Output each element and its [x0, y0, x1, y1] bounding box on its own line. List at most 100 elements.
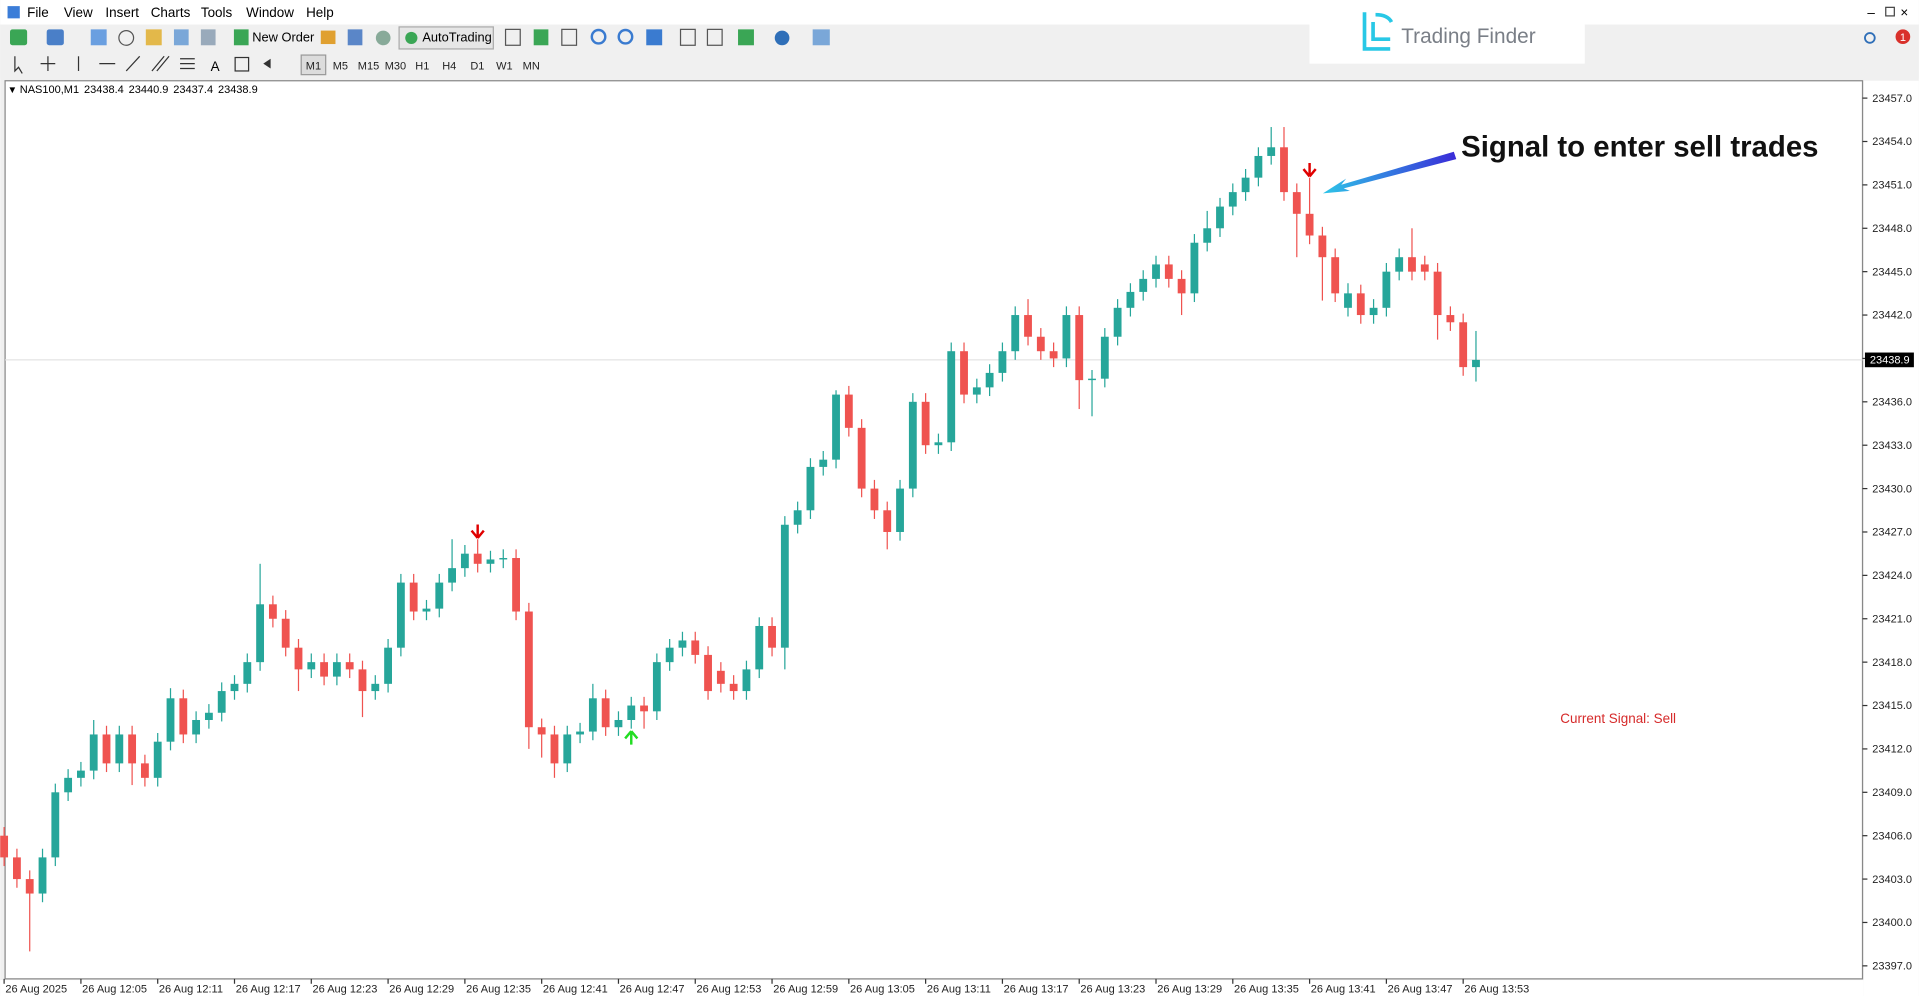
candle-body — [217, 691, 226, 713]
fibo-tool[interactable] — [180, 58, 195, 70]
autotrading-frame[interactable] — [398, 26, 494, 50]
tool-icon[interactable] — [118, 29, 135, 46]
x-tick-label: 26 Aug 13:47 — [1388, 983, 1453, 995]
y-tick-label: 23400.0 — [1872, 917, 1912, 929]
annotation: Signal to enter sell trades — [1461, 131, 1818, 164]
label-tool[interactable] — [234, 56, 250, 72]
tool-icon[interactable] — [679, 28, 696, 46]
menu-item[interactable]: File — [27, 5, 49, 20]
channel-tool[interactable] — [151, 55, 170, 72]
y-tick-label: 23451.0 — [1872, 180, 1912, 192]
candle-body — [204, 712, 213, 720]
candle-body — [972, 387, 981, 395]
sell-signal-arrow — [1302, 162, 1317, 178]
menu-item[interactable]: Window — [246, 5, 294, 20]
sell-signal-arrow — [470, 524, 485, 539]
candle-body — [1216, 206, 1224, 229]
candle-body — [537, 727, 546, 735]
notification-count: 1 — [1900, 32, 1906, 44]
autotrading-button[interactable]: AutoTrading — [422, 30, 491, 45]
candle-body — [652, 662, 661, 712]
candle-body — [499, 558, 508, 560]
tool-icon[interactable] — [504, 28, 521, 46]
search-icon[interactable] — [1864, 32, 1876, 44]
timeframe-button[interactable]: H4 — [442, 61, 456, 73]
new-chart-icon[interactable] — [9, 29, 28, 46]
candle-body — [857, 427, 866, 489]
notification-badge[interactable] — [1895, 29, 1911, 45]
candle-body — [896, 488, 904, 532]
cursor-tool[interactable] — [14, 56, 23, 74]
timeframe-button[interactable]: D1 — [470, 61, 484, 73]
candle-body — [473, 553, 482, 564]
timeframe-button[interactable]: M30 — [385, 61, 406, 73]
candle-body — [1408, 257, 1416, 272]
tool-icon[interactable] — [90, 29, 107, 46]
candle-body — [140, 763, 149, 778]
candle-body — [1152, 264, 1160, 279]
candle-body — [793, 510, 802, 525]
tile-icon[interactable] — [646, 29, 663, 46]
arrows-tool[interactable] — [263, 58, 271, 69]
zoom-in[interactable] — [590, 28, 607, 45]
tool-icon[interactable] — [533, 29, 549, 46]
tool-icon[interactable] — [320, 30, 336, 45]
candle-body — [1356, 293, 1365, 316]
tool-icon[interactable] — [173, 29, 189, 46]
minimize-button[interactable]: – — [1867, 5, 1875, 20]
candle-body — [1331, 257, 1340, 294]
price-label: 23438.9 — [1870, 355, 1910, 367]
chart-menu-arrow[interactable]: ▼ — [8, 85, 18, 96]
timeframe-button[interactable]: H1 — [415, 61, 429, 73]
y-tick-label: 23403.0 — [1872, 874, 1912, 886]
templates-icon[interactable] — [812, 29, 830, 46]
x-tick-label: 26 Aug 12:35 — [466, 983, 531, 995]
tool-icon[interactable] — [145, 29, 162, 46]
zoom-out[interactable] — [617, 28, 634, 45]
x-tick-label: 26 Aug 13:53 — [1464, 983, 1529, 995]
profiles-icon[interactable] — [46, 29, 64, 46]
candle-body — [128, 734, 137, 764]
y-tick-label: 23442.0 — [1872, 310, 1912, 322]
timeframe-button[interactable]: M15 — [358, 61, 379, 73]
restore-button[interactable] — [1885, 6, 1895, 17]
timeframe-button[interactable]: MN — [523, 61, 540, 73]
candle-body — [332, 662, 341, 677]
x-tick-label: 26 Aug 12:29 — [389, 983, 454, 995]
tool-icon[interactable] — [347, 29, 363, 46]
x-tick-label: 26 Aug 2025 — [5, 983, 67, 995]
menu-item[interactable]: View — [64, 5, 93, 20]
tool-icon[interactable] — [200, 29, 216, 46]
periods-icon[interactable] — [774, 30, 790, 46]
candle-body — [51, 792, 60, 858]
candle-body — [1472, 359, 1480, 368]
x-tick-label: 26 Aug 12:11 — [159, 983, 223, 995]
menu-item[interactable]: Help — [306, 5, 334, 20]
candle-body — [166, 698, 175, 742]
crosshair-tool[interactable] — [40, 56, 56, 71]
indicators-icon[interactable] — [738, 29, 754, 46]
header-close: 23438.9 — [218, 84, 258, 96]
tool-icon[interactable] — [561, 28, 578, 46]
timeframe-button[interactable]: M1 — [306, 61, 321, 73]
autotrading-icon[interactable] — [405, 31, 418, 45]
candle-body — [1382, 271, 1391, 308]
symbol: NAS100,M1 — [20, 84, 79, 96]
y-tick-label: 23433.0 — [1872, 440, 1912, 452]
x-tick-label: 26 Aug 12:47 — [620, 983, 685, 995]
new-order-icon[interactable] — [233, 29, 249, 46]
menu-item[interactable]: Charts — [151, 5, 191, 20]
chart-header: NAS100,M1 23438.4 23440.9 23437.4 23438.9 — [20, 84, 258, 96]
menu-item[interactable]: Tools — [201, 5, 233, 20]
timeframe-button[interactable]: W1 — [496, 61, 513, 73]
price-label-bg — [1864, 352, 1914, 368]
tool-icon[interactable] — [375, 30, 391, 46]
candle-body — [640, 705, 648, 712]
trendline-tool[interactable] — [125, 55, 141, 72]
close-button[interactable]: × — [1900, 5, 1908, 20]
tool-icon[interactable] — [706, 28, 723, 46]
new-order-button[interactable]: New Order — [252, 30, 315, 45]
timeframe-button[interactable]: M5 — [333, 61, 348, 73]
menu-item[interactable]: Insert — [105, 5, 139, 20]
text-tool[interactable]: A — [211, 59, 220, 74]
